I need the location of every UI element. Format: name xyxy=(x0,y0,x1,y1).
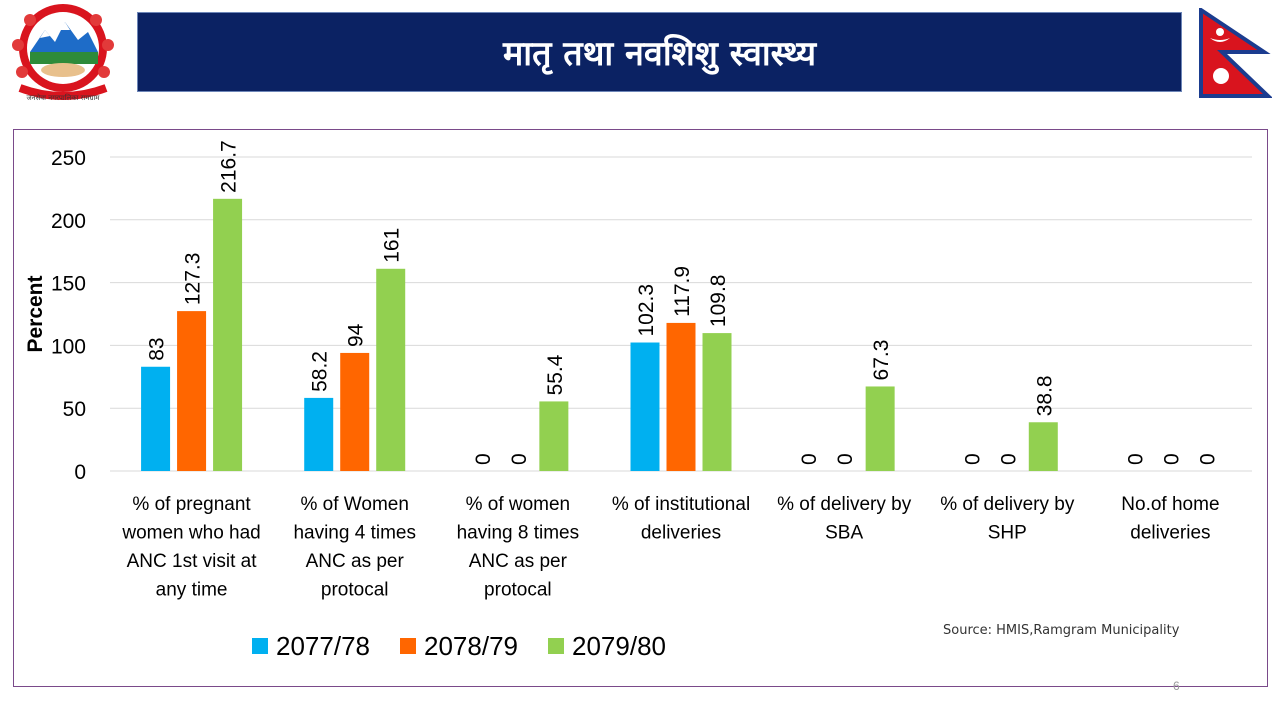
category-label-line: % of Women xyxy=(301,494,409,515)
data-label: 38.8 xyxy=(1033,375,1056,416)
category-label-line: ANC as per xyxy=(469,551,568,572)
category-label: % of Women having 4 times ANC as per protoc… xyxy=(293,494,416,601)
category-label: No.of home deliveries xyxy=(1121,494,1219,544)
bar xyxy=(865,386,895,471)
legend-swatch xyxy=(548,638,564,654)
y-axis-label: Percent xyxy=(24,275,47,352)
nepal-emblem: जनसेवा नगरपालिका रामग्राम xyxy=(0,0,126,106)
y-tick-label: 0 xyxy=(74,461,86,484)
category-label-line: No.of home xyxy=(1121,494,1219,515)
category-label: % of delivery by SHP xyxy=(940,494,1075,544)
data-label: 55.4 xyxy=(544,354,567,395)
bar xyxy=(141,366,171,471)
category-label: % of institutional deliveries xyxy=(612,494,750,544)
chart-frame xyxy=(13,129,1268,687)
nepal-flag-icon xyxy=(1199,6,1273,98)
category-label: % of pregnant women who had ANC 1st visit … xyxy=(121,494,260,601)
category-label-line: % of women xyxy=(466,494,571,515)
data-label: 0 xyxy=(798,453,821,465)
bar xyxy=(213,198,243,471)
category-label-line: % of delivery by xyxy=(940,494,1075,515)
data-label: 127.3 xyxy=(182,253,205,306)
data-label: 67.3 xyxy=(870,340,893,381)
bar xyxy=(539,401,569,471)
data-label: 0 xyxy=(508,453,531,465)
category-label-line: % of delivery by xyxy=(777,494,912,515)
category-label-line: % of institutional xyxy=(612,494,750,515)
bar xyxy=(177,311,207,471)
page-number: 6 xyxy=(1173,679,1180,693)
data-label: 0 xyxy=(1124,453,1147,465)
nepal-government-emblem-icon: जनसेवा नगरपालिका रामग्राम xyxy=(12,4,114,102)
y-tick-label: 150 xyxy=(51,273,86,296)
category-label-line: women who had xyxy=(121,523,260,544)
legend-label: 2077/78 xyxy=(276,631,370,661)
data-label: 0 xyxy=(1196,453,1219,465)
category-label: % of delivery by SBA xyxy=(777,494,912,544)
data-label: 58.2 xyxy=(309,351,332,392)
category-label-line: SHP xyxy=(988,523,1027,544)
category-label-line: having 4 times xyxy=(293,523,416,544)
bar xyxy=(340,352,370,471)
bar xyxy=(304,397,334,471)
bar xyxy=(630,342,660,471)
y-tick-label: 100 xyxy=(51,335,86,358)
data-label: 161 xyxy=(381,228,404,263)
bar xyxy=(376,268,406,471)
y-tick-label: 50 xyxy=(63,398,86,421)
data-label: 109.8 xyxy=(707,275,730,328)
legend-label: 2078/79 xyxy=(424,631,518,661)
data-label: 102.3 xyxy=(635,284,658,337)
category-label-line: deliveries xyxy=(1130,523,1210,544)
category-label-line: protocal xyxy=(321,580,389,601)
category-label-line: having 8 times xyxy=(457,523,580,544)
category-label-line: protocal xyxy=(484,580,552,601)
data-label: 0 xyxy=(834,453,857,465)
y-tick-label: 250 xyxy=(51,147,86,170)
data-label: 0 xyxy=(997,453,1020,465)
page-title: मातृ तथा नवशिशु स्वास्थ्य xyxy=(502,34,817,74)
source-note: Source: HMIS,Ramgram Municipality xyxy=(943,623,1180,638)
category-label-line: ANC 1st visit at xyxy=(127,551,258,572)
data-label: 83 xyxy=(146,337,169,360)
y-tick-label: 200 xyxy=(51,210,86,233)
data-label: 0 xyxy=(961,453,984,465)
legend-label: 2079/80 xyxy=(572,631,666,661)
data-label: 216.7 xyxy=(218,140,241,193)
bar xyxy=(666,322,696,471)
emblem-caption: जनसेवा नगरपालिका रामग्राम xyxy=(26,93,100,102)
data-label: 0 xyxy=(1160,453,1183,465)
category-label-line: ANC as per xyxy=(306,551,405,572)
bar xyxy=(1028,422,1058,471)
category-label-line: % of pregnant xyxy=(132,494,251,515)
data-label: 117.9 xyxy=(671,266,694,317)
title-banner: मातृ तथा नवशिशु स्वास्थ्य xyxy=(137,12,1182,92)
legend-swatch xyxy=(252,638,268,654)
data-label: 0 xyxy=(472,453,495,465)
nepal-flag xyxy=(1198,6,1273,98)
data-label: 94 xyxy=(345,323,368,347)
legend-swatch xyxy=(400,638,416,654)
category-label: % of women having 8 times ANC as per protoc… xyxy=(457,494,580,601)
category-label-line: deliveries xyxy=(641,523,721,544)
bar xyxy=(702,333,732,471)
category-label-line: any time xyxy=(156,580,228,601)
category-label-line: SBA xyxy=(825,523,863,544)
